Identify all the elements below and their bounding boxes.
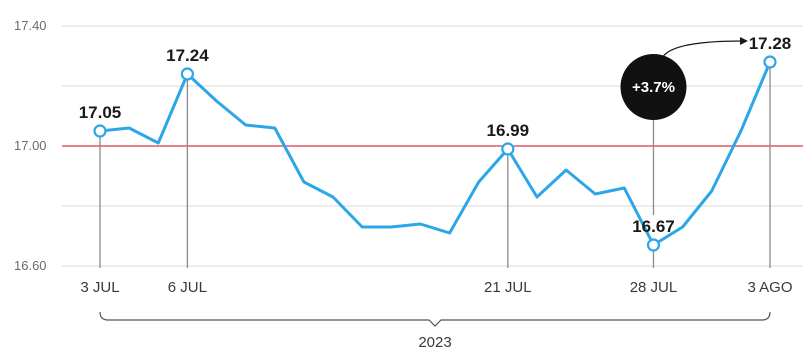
data-label: 17.24 (166, 46, 209, 65)
y-tick-label: 17.40 (14, 18, 47, 33)
data-label: 16.99 (487, 121, 530, 140)
data-label: 16.67 (632, 217, 675, 236)
y-axis-ticks: 17.40 17.00 16.60 (14, 18, 47, 273)
change-badge: +3.7% (620, 37, 748, 215)
data-label: 17.28 (749, 34, 792, 53)
data-labels: 17.05 17.24 16.99 16.67 17.28 (79, 34, 792, 236)
x-tick-label: 21 JUL (484, 279, 532, 296)
data-point (93, 124, 107, 138)
drop-lines (99, 62, 771, 268)
x-tick-label: 3 JUL (80, 279, 119, 296)
data-label: 17.05 (79, 103, 122, 122)
x-tick-label: 28 JUL (630, 279, 678, 296)
year-bracket (99, 311, 771, 327)
badge-circle (620, 54, 687, 120)
x-axis-label: 2023 (418, 334, 451, 351)
y-tick-label: 17.00 (14, 138, 47, 153)
data-points (93, 55, 777, 252)
data-point (763, 55, 777, 69)
x-axis-ticks: 3 JUL 6 JUL 21 JUL 28 JUL 3 AGO (80, 279, 792, 296)
badge-arrow (662, 40, 743, 57)
data-point (646, 238, 661, 252)
badge-text: +3.7% (632, 79, 675, 96)
x-tick-label: 6 JUL (168, 279, 207, 296)
badge-arrowhead (740, 37, 748, 45)
data-point (180, 67, 194, 81)
x-tick-label: 3 AGO (747, 279, 792, 296)
y-tick-label: 16.60 (14, 258, 47, 273)
data-point (501, 142, 515, 156)
